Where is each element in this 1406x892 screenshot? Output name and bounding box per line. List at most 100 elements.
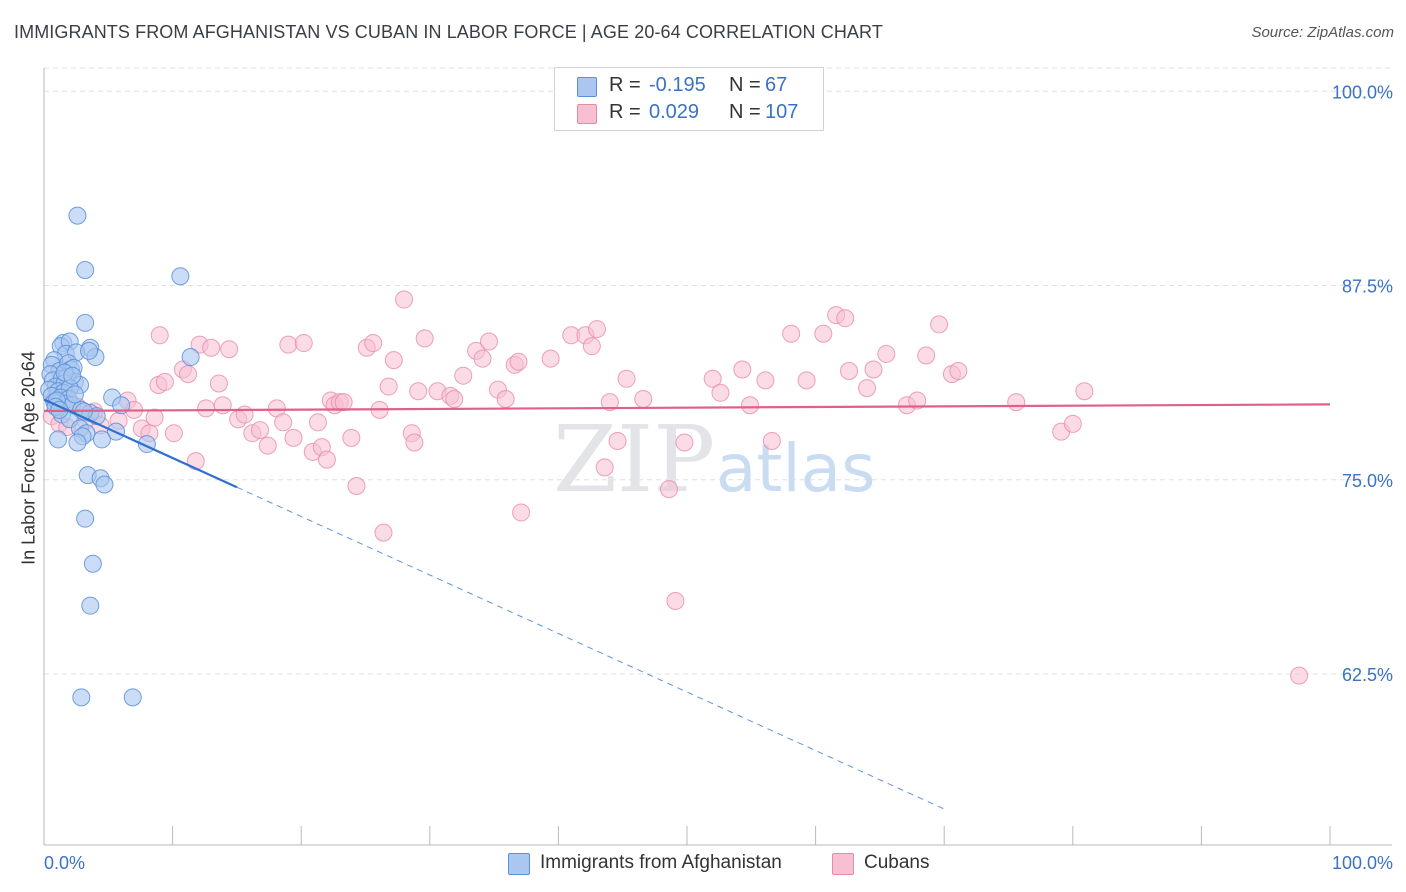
afghanistan-point: [76, 509, 95, 528]
cubans-point: [155, 372, 174, 391]
cubans-point: [479, 332, 498, 351]
afghanistan-point: [92, 430, 111, 449]
cubans-point: [733, 360, 752, 379]
cubans-point: [608, 431, 627, 450]
afghanistan-point: [171, 267, 190, 286]
afghanistan-point: [68, 206, 87, 225]
cubans-point: [659, 480, 678, 499]
y-tick-label: 75.0%: [1342, 471, 1393, 491]
cubans-point: [782, 324, 801, 343]
cubans-point: [145, 408, 164, 427]
legend-label-afghanistan: Immigrants from Afghanistan: [540, 852, 782, 873]
r-label: R =: [609, 74, 641, 96]
cubans-point: [150, 326, 169, 345]
cubans-point: [317, 450, 336, 469]
cubans-point: [209, 374, 228, 393]
chart-title: IMMIGRANTS FROM AFGHANISTAN VS CUBAN IN …: [14, 22, 883, 42]
x-tick-label: 100.0%: [1332, 853, 1393, 873]
n-value-cubans: 107: [765, 101, 799, 123]
source-credit: Source: ZipAtlas.com: [1251, 24, 1394, 41]
cubans-point: [634, 390, 653, 409]
cubans-point: [279, 335, 298, 354]
gridlines: [44, 67, 1392, 675]
cubans-swatch: [577, 104, 597, 124]
cubans-point: [814, 324, 833, 343]
cubans-point: [364, 334, 383, 353]
cubans-point: [587, 320, 606, 339]
r-value-cubans: 0.029: [649, 101, 700, 123]
cubans-point: [741, 396, 760, 415]
afghanistan-point: [76, 313, 95, 332]
afghanistan-swatch: [577, 77, 597, 97]
cubans-point: [179, 365, 198, 384]
cubans-point: [949, 362, 968, 381]
cubans-point: [445, 390, 464, 409]
cubans-point: [1075, 382, 1094, 401]
afghanistan-point: [95, 475, 114, 494]
n-value-afghanistan: 67: [765, 74, 788, 96]
cubans-point: [836, 309, 855, 328]
cubans-point: [582, 337, 601, 356]
afghanistan-point: [68, 433, 87, 452]
cubans-point: [509, 352, 528, 371]
cubans-point: [1063, 414, 1082, 433]
r-value-afghanistan: -0.195: [649, 74, 706, 96]
cubans-point: [666, 592, 685, 611]
cubans-point: [202, 338, 221, 357]
cubans-point: [908, 391, 927, 410]
cubans-point: [473, 349, 492, 368]
afghanistan-points: [40, 206, 200, 707]
afghanistan-point: [181, 348, 200, 367]
cubans-point: [864, 360, 883, 379]
cubans-point: [930, 315, 949, 334]
y-tick-label: 100.0%: [1332, 82, 1393, 102]
axes: [43, 68, 1392, 846]
afghanistan-point: [83, 554, 102, 573]
afghanistan-point: [49, 430, 68, 449]
cubans-point: [384, 351, 403, 370]
afghanistan-point: [80, 341, 99, 360]
y-tick-label: 87.5%: [1342, 277, 1393, 297]
cubans-point: [1290, 666, 1309, 685]
legend-swatch-afghanistan: [508, 853, 530, 875]
cubans-point: [711, 383, 730, 402]
cubans-point: [617, 369, 636, 388]
cubans-point: [877, 344, 896, 363]
cubans-point: [600, 393, 619, 412]
cubans-trend-line: [43, 403, 1331, 413]
cubans-point: [374, 523, 393, 542]
legend-label-cubans: Cubans: [864, 852, 930, 873]
cubans-point: [220, 340, 239, 359]
afghanistan-point: [65, 385, 84, 404]
cubans-point: [235, 405, 254, 424]
afghanistan-point: [81, 596, 100, 615]
cubans-point: [917, 346, 936, 365]
cubans-point: [258, 436, 277, 455]
stats-box: R = -0.195 N = 67 R = 0.029 N = 107: [554, 67, 824, 131]
cubans-point: [164, 424, 183, 443]
watermark-zip: ZIP: [553, 406, 715, 513]
cubans-point: [405, 433, 424, 452]
cubans-point: [840, 362, 859, 381]
watermark-atlas: atlas: [716, 430, 876, 507]
afghanistan-trend-extension: [236, 486, 945, 810]
cubans-point: [251, 421, 270, 440]
cubans-point: [675, 433, 694, 452]
cubans-point: [703, 369, 722, 388]
n-label: N =: [729, 101, 761, 123]
cubans-point: [409, 382, 428, 401]
afghanistan-point: [76, 261, 95, 280]
y-tick-label: 62.5%: [1342, 665, 1393, 685]
cubans-point: [762, 431, 781, 450]
afghanistan-trend-line: [43, 398, 238, 489]
watermark: ZIP atlas: [553, 406, 876, 513]
cubans-point: [342, 428, 361, 447]
n-label: N =: [729, 74, 761, 96]
cubans-point: [595, 458, 614, 477]
trend-lines: [43, 398, 1331, 810]
afghanistan-point: [72, 688, 91, 707]
cubans-point: [294, 334, 313, 353]
cubans-point: [858, 379, 877, 398]
cubans-point: [797, 371, 816, 390]
